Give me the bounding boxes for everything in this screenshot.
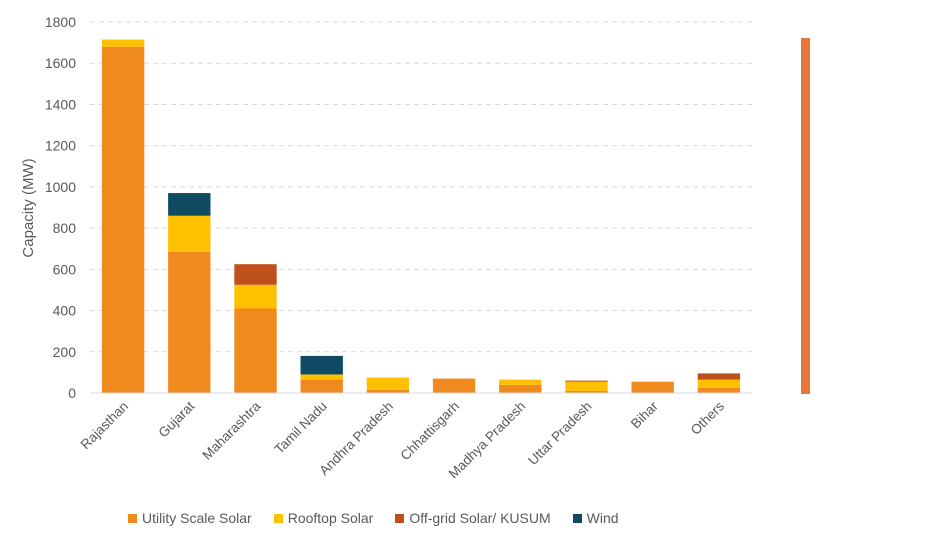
bar-segment xyxy=(366,377,410,390)
x-category-label: Bihar xyxy=(628,398,661,431)
bar-segment xyxy=(697,379,741,388)
bar-segment xyxy=(300,379,343,393)
y-tick-label: 1800 xyxy=(45,14,76,30)
bar-segment xyxy=(366,389,410,393)
y-axis-ticks: 0 200 400 600 800 1000 1200 1400 1600 1800 xyxy=(45,14,76,401)
bar-segment xyxy=(499,379,542,385)
legend: Utility Scale Solar Rooftop Solar Off-grid… xyxy=(128,510,619,526)
y-tick-label: 1200 xyxy=(45,138,76,154)
bar-segment xyxy=(565,381,608,391)
bar-segment xyxy=(300,374,343,380)
bar-segment xyxy=(234,264,277,285)
legend-item: Off-grid Solar/ KUSUM xyxy=(395,510,551,526)
legend-label: Utility Scale Solar xyxy=(142,510,252,526)
legend-item: Wind xyxy=(572,510,619,526)
bar-segment xyxy=(432,378,476,393)
x-category-label: Others xyxy=(688,398,727,437)
bar-segment xyxy=(697,387,741,393)
x-category-label: Maharashtra xyxy=(199,398,264,463)
bar-segment xyxy=(565,390,608,393)
legend-label: Rooftop Solar xyxy=(287,510,374,526)
legend-label: Off-grid Solar/ KUSUM xyxy=(409,510,551,526)
x-category-label: Tamil Nadu xyxy=(271,399,329,457)
y-axis-label: Capacity (MW) xyxy=(20,158,37,257)
legend-swatch xyxy=(128,513,137,523)
y-tick-label: 1600 xyxy=(45,55,76,71)
side-bar-decoration xyxy=(801,38,810,394)
x-axis-categories: Rajasthan Gujarat Maharashtra Tamil NaduAnd… xyxy=(78,398,728,481)
bar-segment xyxy=(631,381,674,393)
y-tick-label: 0 xyxy=(68,385,76,401)
legend-item: Rooftop Solar xyxy=(273,510,374,526)
legend-item: Utility Scale Solar xyxy=(128,510,252,526)
bar-segment xyxy=(234,308,277,393)
legend-swatch xyxy=(572,513,582,523)
bar-segment xyxy=(697,373,741,380)
x-category-label: Rajasthan xyxy=(78,399,132,453)
bar-segment xyxy=(565,380,608,382)
bar-segment xyxy=(168,215,211,252)
x-category-label: Gujarat xyxy=(156,398,198,440)
y-tick-label: 1400 xyxy=(45,96,76,112)
y-tick-label: 200 xyxy=(53,344,77,360)
legend-label: Wind xyxy=(586,510,619,526)
bars xyxy=(101,39,741,393)
bar-segment xyxy=(234,284,277,309)
y-tick-label: 400 xyxy=(53,303,77,319)
bar-segment xyxy=(499,384,542,393)
bar-segment xyxy=(300,355,343,375)
x-category-label: Uttar Pradesh xyxy=(525,399,595,469)
bar-segment xyxy=(101,46,145,393)
bar-segment xyxy=(101,39,145,47)
y-tick-label: 600 xyxy=(53,261,77,277)
bar-segment xyxy=(168,193,211,216)
legend-swatch xyxy=(273,513,283,523)
x-category-label: Chhattisgarh xyxy=(397,399,462,464)
y-tick-label: 1000 xyxy=(45,179,76,195)
y-tick-label: 800 xyxy=(53,220,77,236)
legend-swatch xyxy=(395,513,405,523)
bar-segment xyxy=(168,251,211,393)
